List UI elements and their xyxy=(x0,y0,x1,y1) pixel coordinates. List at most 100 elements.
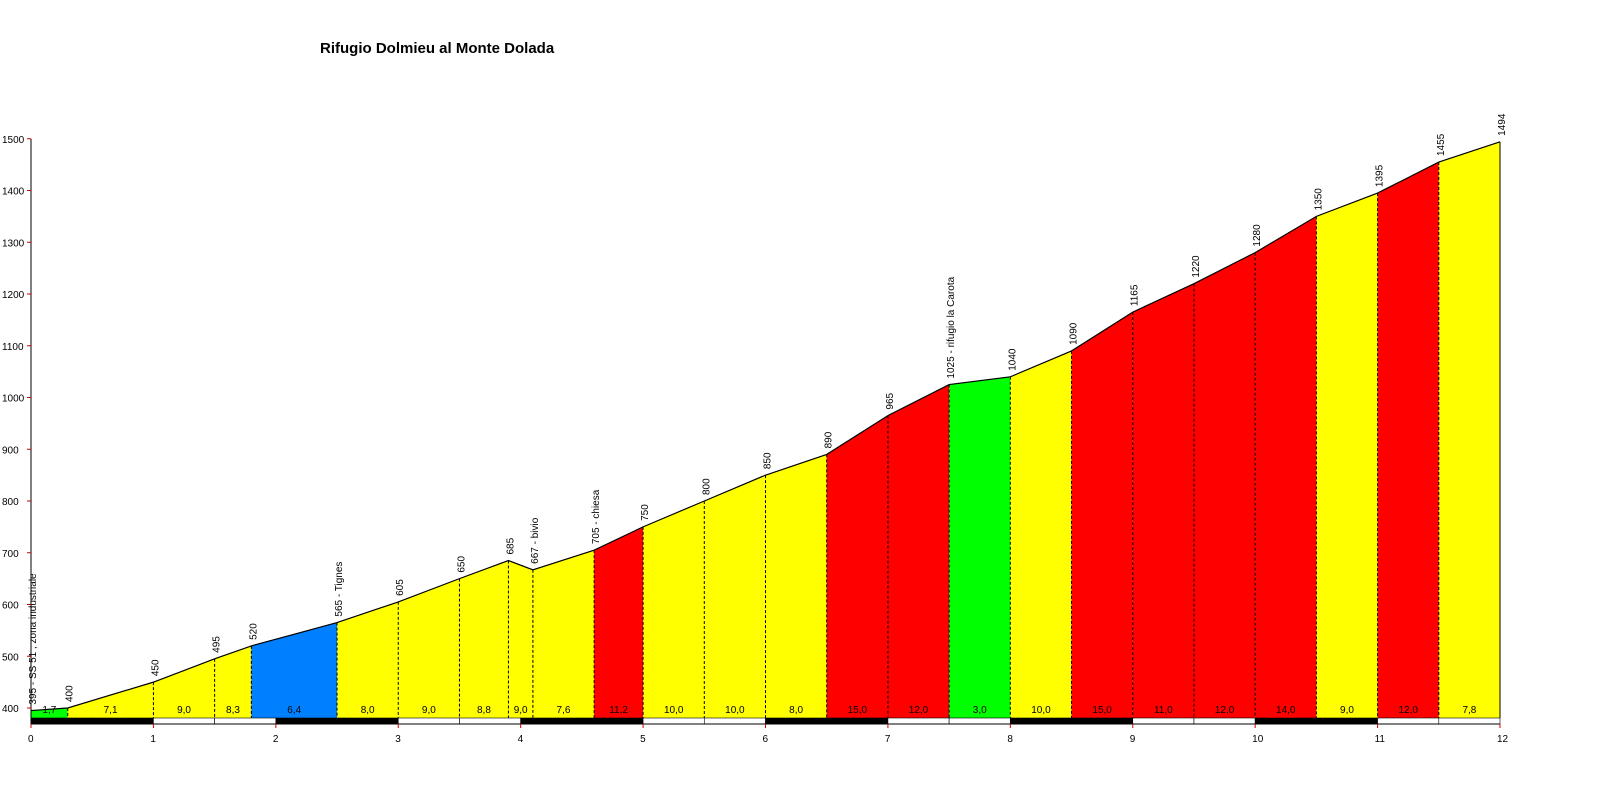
scale-bar-block xyxy=(887,717,950,725)
altitude-label: 395 - SS 51 , zona industriale xyxy=(28,573,39,705)
altitude-label: 450 xyxy=(150,659,161,676)
scale-bar-block xyxy=(1010,717,1072,725)
altitude-label: 1165 xyxy=(1130,284,1141,306)
segment-fill xyxy=(949,376,1011,718)
altitude-label: 1494 xyxy=(1497,113,1508,136)
x-tick-label: 4 xyxy=(518,734,524,745)
grade-label: 6,4 xyxy=(287,705,301,716)
altitude-label: 1220 xyxy=(1191,255,1202,278)
altitude-label: 520 xyxy=(248,623,259,640)
segment-fill xyxy=(826,415,888,718)
chart-title: Rifugio Dolmieu al Monte Dolada xyxy=(320,40,555,57)
x-tick-label: 3 xyxy=(395,734,401,745)
grade-labels: 1,7 7,1 9,0 8,3 6,4 8,0 9,0 8,8 9,0 7,6 11,2 10,0 10… xyxy=(42,705,1476,716)
segment-fill xyxy=(765,454,827,718)
altitude-label: 400 xyxy=(65,685,76,702)
scale-bar-block xyxy=(30,717,93,725)
segment-fill xyxy=(1132,283,1194,718)
x-tick-label: 6 xyxy=(763,734,769,745)
altitude-label: 750 xyxy=(640,504,651,521)
grade-label: 9,0 xyxy=(1340,705,1354,716)
segment-fill xyxy=(1438,141,1500,719)
scale-bar-block xyxy=(1071,717,1134,725)
segment-fill xyxy=(1377,162,1439,719)
scale-bar-block xyxy=(91,717,154,725)
altitude-label: 1025 - rifugio la Carota xyxy=(946,276,957,378)
grade-label: 10,0 xyxy=(664,705,684,716)
grade-label: 3,0 xyxy=(973,705,987,716)
scale-bar-block xyxy=(1316,717,1378,725)
x-tick-label: 8 xyxy=(1007,734,1013,745)
scale-bar-block xyxy=(765,717,828,725)
grade-label: 7,8 xyxy=(1462,705,1476,716)
segment-dividers xyxy=(67,141,1501,718)
segment-fill xyxy=(214,645,252,718)
grade-label: 9,0 xyxy=(422,705,436,716)
y-tick-label: 1000 xyxy=(2,394,25,405)
grade-label: 1,7 xyxy=(42,705,56,716)
x-tick-label: 1 xyxy=(150,734,156,745)
segment-fill xyxy=(1255,216,1317,718)
scale-bar-block xyxy=(459,717,521,725)
y-tick-label: 400 xyxy=(2,704,19,715)
segment-fill xyxy=(459,560,509,718)
scale-bar-block xyxy=(214,717,277,725)
segment-fill xyxy=(337,601,399,718)
segment-fill xyxy=(1193,252,1256,718)
grade-label: 8,8 xyxy=(477,705,491,716)
x-axis: 0 1 2 3 4 5 6 7 8 9 10 11 12 xyxy=(28,723,1509,745)
grade-label: 12,0 xyxy=(909,705,929,716)
y-tick-label: 1100 xyxy=(2,342,24,353)
scale-bar-block xyxy=(1438,717,1501,725)
scale-bar-block xyxy=(397,717,460,725)
scale-bar-block xyxy=(1254,717,1317,725)
grade-label: 8,3 xyxy=(226,705,240,716)
segment-fill xyxy=(67,682,154,718)
x-tick-label: 7 xyxy=(885,734,891,745)
grade-label: 11,2 xyxy=(609,705,628,716)
x-tick-label: 12 xyxy=(1497,734,1509,745)
grade-label: 7,1 xyxy=(104,705,118,716)
y-tick-label: 1200 xyxy=(2,290,25,301)
altitude-labels: 395 - SS 51 , zona industriale 400 450 495 5… xyxy=(28,113,1508,704)
x-tick-label: 10 xyxy=(1252,734,1264,745)
segment-fill xyxy=(1316,193,1378,718)
y-tick-label: 1300 xyxy=(2,238,25,249)
segment-fill xyxy=(704,475,766,718)
altitude-label: 1455 xyxy=(1436,133,1447,156)
grade-label: 9,0 xyxy=(177,705,191,716)
y-tick-label: 900 xyxy=(2,445,19,456)
x-tick-label: 9 xyxy=(1130,734,1136,745)
grade-label: 15,0 xyxy=(848,705,868,716)
grade-label: 7,6 xyxy=(557,705,571,716)
segment-fill xyxy=(251,622,338,718)
scale-bar-block xyxy=(826,717,889,725)
grade-label: 14,0 xyxy=(1276,705,1296,716)
x-tick-label: 2 xyxy=(273,734,279,745)
scale-bar-block xyxy=(703,717,766,725)
altitude-label: 1040 xyxy=(1007,348,1018,371)
scale-bar-block xyxy=(1132,717,1195,725)
y-tick-label: 1400 xyxy=(2,187,25,198)
grade-label: 12,0 xyxy=(1215,705,1235,716)
altitude-label: 650 xyxy=(456,556,467,573)
scale-bar-block xyxy=(1193,717,1256,725)
altitude-label: 667 - bivio xyxy=(530,517,541,564)
grade-label: 12,0 xyxy=(1398,705,1418,716)
grade-label: 10,0 xyxy=(1031,705,1051,716)
altitude-label: 565 - Tignes xyxy=(334,562,345,617)
scale-bar-block xyxy=(948,717,1011,725)
profile-line xyxy=(30,141,1501,712)
grade-label: 8,0 xyxy=(789,705,803,716)
altitude-label: 495 xyxy=(212,636,223,653)
x-tick-label: 0 xyxy=(28,734,34,745)
profile-outline xyxy=(30,141,1501,712)
y-tick-label: 1500 xyxy=(2,135,25,146)
altitude-label: 1280 xyxy=(1252,224,1263,247)
segment-fill xyxy=(398,578,460,718)
scale-bar-block xyxy=(336,717,399,725)
scale-bar-block xyxy=(153,717,215,725)
grade-label: 10,0 xyxy=(725,705,745,716)
y-axis: 400 500 600 700 800 900 1000 1100 1200 1300 1400 15… xyxy=(2,135,32,724)
